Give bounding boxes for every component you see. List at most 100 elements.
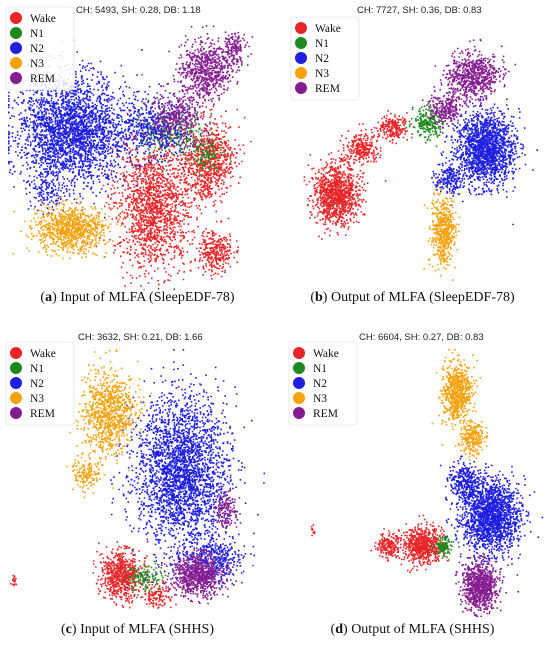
legend-label-n2: N2	[313, 378, 327, 390]
legend-label-wake: Wake	[315, 23, 341, 35]
legend-marker-n2	[293, 377, 305, 389]
series-n1	[123, 555, 167, 596]
series-n2	[431, 95, 538, 226]
scatter-points-rem	[454, 548, 519, 617]
panel-label-d: d	[335, 622, 344, 637]
legend-marker-rem	[295, 82, 307, 94]
caption-text-a: Input of MLFA (SleepEDF-78)	[60, 290, 235, 305]
scatter-points-n1	[123, 555, 167, 596]
panel-b: CH: 7727, SH: 0.36, DB: 0.83 Wake N1 N2 N3 RE…	[275, 0, 550, 323]
panel-label-c: c	[65, 622, 72, 637]
legend-marker-n1	[10, 362, 22, 374]
series-n2	[108, 349, 266, 617]
series-wake	[81, 73, 252, 290]
scatter-points-n2	[8, 39, 210, 219]
caption-text-d: Output of MLFA (SHHS)	[351, 622, 495, 637]
metrics-text: CH: 3632, SH: 0.21, DB: 1.66	[78, 332, 203, 343]
legend-marker-rem	[10, 407, 22, 419]
legend-marker-wake	[10, 12, 22, 24]
scatter-points-wake	[310, 514, 449, 574]
legend-marker-rem	[293, 407, 305, 419]
legend-label-rem: REM	[315, 83, 340, 95]
series-n3	[12, 196, 125, 260]
series-n3	[66, 349, 152, 499]
scatter-plot-c: CH: 3632, SH: 0.21, DB: 1.66 Wake N1 N2 N3 RE…	[5, 332, 266, 617]
series-n1	[405, 103, 455, 148]
legend-box	[290, 16, 360, 101]
legend-label-rem: REM	[30, 408, 55, 420]
legend-marker-n1	[295, 37, 307, 49]
points-layer	[303, 38, 538, 281]
series-rem	[142, 25, 254, 154]
legend-marker-n3	[293, 392, 305, 404]
scatter-points-n3	[12, 196, 125, 260]
caption-c: (c) Input of MLFA (SHHS)	[61, 622, 214, 637]
points-layer	[310, 349, 544, 617]
scatter-points-rem	[160, 485, 254, 605]
series-n3	[431, 349, 489, 461]
legend-label-n3: N3	[315, 68, 329, 80]
scatter-plot-a: CH: 5493, SH: 0.28, DB: 1.18 Wake N1 N2 N3 RE…	[5, 5, 254, 290]
legend-marker-n2	[295, 52, 307, 64]
scatter-points-n3	[66, 349, 152, 499]
scatter-points-n2	[108, 349, 266, 617]
scatter-points-wake	[303, 110, 415, 240]
legend-marker-wake	[293, 347, 305, 359]
scatter-points-wake	[81, 73, 252, 290]
series-wake	[303, 110, 415, 240]
metrics-text: CH: 7727, SH: 0.36, DB: 0.83	[357, 5, 482, 16]
legend-label-n1: N1	[30, 28, 44, 40]
legend-box	[5, 341, 75, 426]
scatter-points-n3	[431, 349, 489, 461]
metrics-text: CH: 6604, SH: 0.27, DB: 0.83	[359, 332, 484, 343]
legend-label-n3: N3	[30, 393, 44, 405]
legend-marker-n3	[295, 67, 307, 79]
legend-label-n2: N2	[30, 378, 44, 390]
legend-box	[288, 341, 358, 426]
scatter-plot-b: CH: 7727, SH: 0.36, DB: 0.83 Wake N1 N2 N3 RE…	[290, 5, 538, 281]
legend: Wake N1 N2 N3 REM	[5, 341, 75, 426]
legend-label-rem: REM	[30, 73, 55, 85]
series-wake	[10, 538, 177, 609]
scatter-points-n1	[430, 535, 460, 561]
series-n1	[430, 535, 460, 561]
series-rem	[421, 38, 517, 134]
series-rem	[160, 485, 254, 605]
legend-label-n1: N1	[313, 363, 327, 375]
legend-marker-rem	[10, 72, 22, 84]
legend-label-wake: Wake	[30, 348, 56, 360]
legend-label-n1: N1	[30, 363, 44, 375]
legend-label-n2: N2	[30, 43, 44, 55]
scatter-points-n2	[439, 455, 544, 593]
legend-marker-n3	[10, 392, 22, 404]
legend-label-wake: Wake	[313, 348, 339, 360]
panel-c: CH: 3632, SH: 0.21, DB: 1.66 Wake N1 N2 N3 RE…	[0, 327, 275, 650]
scatter-points-n1	[405, 103, 455, 148]
legend-marker-wake	[295, 22, 307, 34]
caption-b: (b) Output of MLFA (SleepEDF-78)	[310, 290, 515, 305]
points-layer	[8, 25, 254, 290]
legend-marker-n1	[10, 27, 22, 39]
legend-label-n3: N3	[30, 58, 44, 70]
scatter-points-n3	[423, 177, 461, 281]
series-rem	[454, 548, 519, 617]
legend-label-wake: Wake	[30, 13, 56, 25]
series-n2	[8, 39, 210, 219]
series-n2	[439, 455, 544, 593]
panel-label-b: b	[315, 290, 323, 305]
panel-d: CH: 6604, SH: 0.27, DB: 0.83 Wake N1 N2 N3 RE…	[275, 327, 550, 650]
caption-text-c: Input of MLFA (SHHS)	[80, 622, 214, 637]
legend: Wake N1 N2 N3 REM	[288, 341, 358, 426]
scatter-points-wake	[10, 538, 177, 609]
scatter-plot-d: CH: 6604, SH: 0.27, DB: 0.83 Wake N1 N2 N3 RE…	[288, 332, 544, 617]
legend-marker-n3	[10, 57, 22, 69]
legend-marker-n2	[10, 42, 22, 54]
scatter-points-rem	[421, 38, 517, 134]
scatter-points-rem	[142, 25, 254, 154]
legend-label-rem: REM	[313, 408, 338, 420]
legend-label-n3: N3	[313, 393, 327, 405]
panel-a: CH: 5493, SH: 0.28, DB: 1.18 Wake N1 N2 N3 RE…	[0, 0, 275, 323]
legend-label-n1: N1	[315, 38, 329, 50]
series-n3	[423, 177, 461, 281]
scatter-points-n1	[121, 97, 232, 177]
